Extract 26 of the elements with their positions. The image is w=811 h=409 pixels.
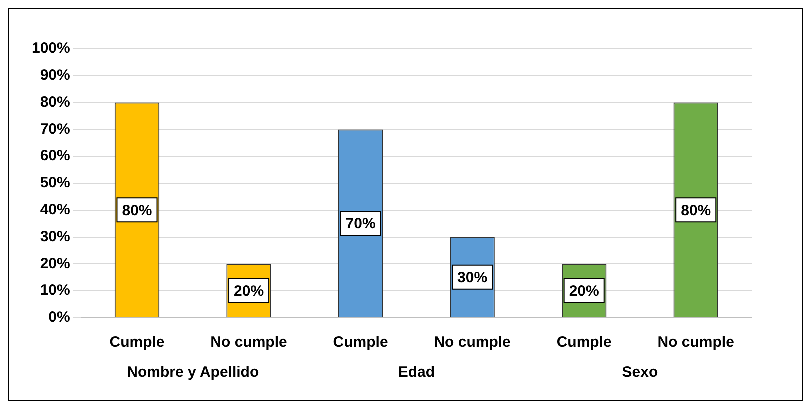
y-tick-label: 50% xyxy=(40,174,70,192)
y-tick-label: 90% xyxy=(40,67,70,84)
text: Nombre y Apellido xyxy=(127,364,260,382)
data-label: 80% xyxy=(681,202,712,220)
text: Sexo xyxy=(622,364,658,382)
x-tick-label: Cumple xyxy=(556,334,612,352)
x-tick-label: No cumple xyxy=(210,334,288,352)
data-label: 30% xyxy=(458,270,488,287)
data-label: 80% xyxy=(122,202,152,220)
y-tick-label: 60% xyxy=(40,148,70,165)
text: Edad xyxy=(398,364,436,382)
x-tick-label: Cumple xyxy=(333,334,388,352)
y-tick-label: 0% xyxy=(48,309,70,326)
data-label: 20% xyxy=(234,282,264,300)
y-tick-label: 20% xyxy=(40,255,70,272)
x-tick-label: No cumple xyxy=(434,334,511,352)
x-tick-label: No cumple xyxy=(658,334,734,352)
y-tick-label: 10% xyxy=(40,282,70,300)
data-label: 70% xyxy=(346,216,376,233)
y-tick-label: 30% xyxy=(40,228,70,246)
y-tick-label: 40% xyxy=(40,202,70,219)
data-label: 20% xyxy=(569,282,600,300)
y-tick-label: 80% xyxy=(40,94,70,111)
x-tick-label: Cumple xyxy=(110,334,165,352)
y-tick-label: 100% xyxy=(32,40,70,58)
y-tick-label: 70% xyxy=(40,120,70,138)
